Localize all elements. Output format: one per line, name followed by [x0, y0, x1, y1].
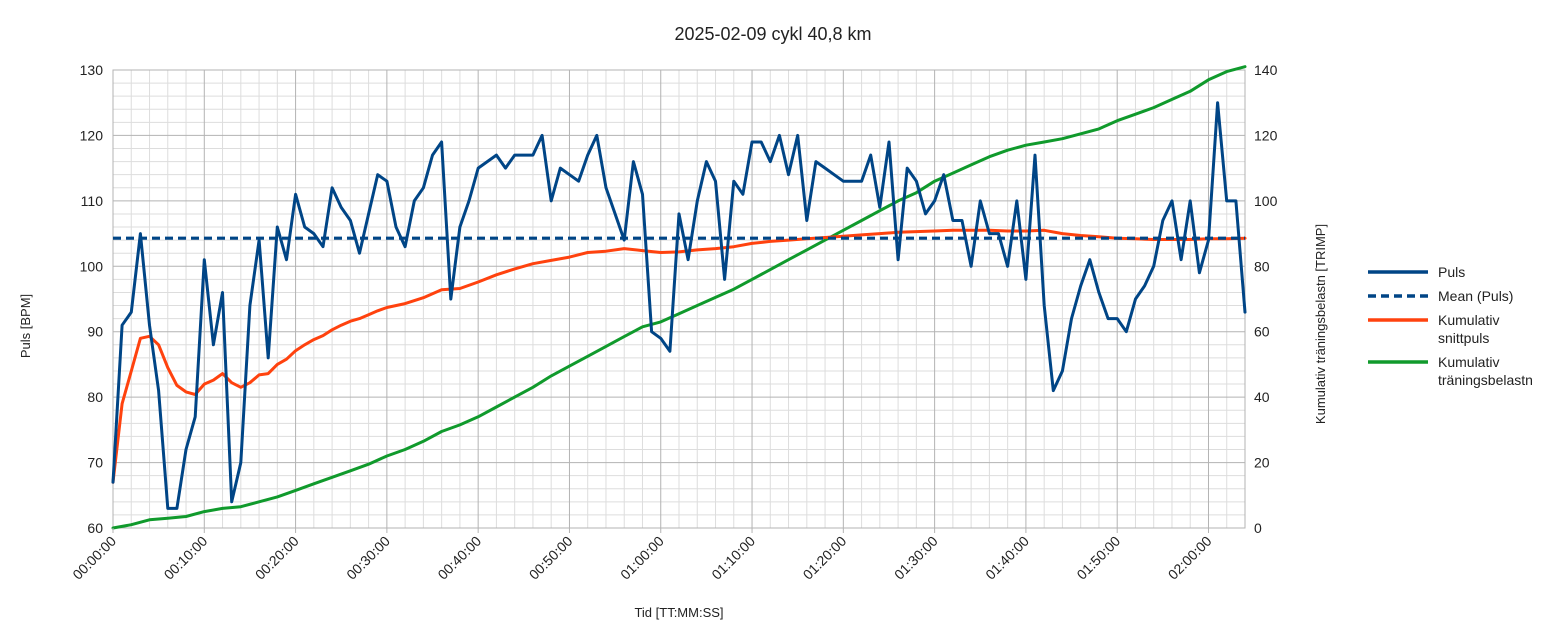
- legend-item: Kumulativ träningsbelastn: [1368, 354, 1533, 388]
- y-right-tick-label: 120: [1254, 127, 1278, 143]
- legend-item: Mean (Puls): [1368, 288, 1513, 304]
- legend-label: Puls: [1438, 264, 1465, 280]
- chart-title: 2025-02-09 cykl 40,8 km: [674, 24, 871, 44]
- series-kumulativ-traningsbelastn-line: [111, 65, 1247, 530]
- legend-item: Kumulativ snittpuls: [1368, 312, 1499, 346]
- minor-gridlines: [113, 70, 1246, 528]
- y-right-tick-label: 60: [1254, 324, 1270, 340]
- y-right-tick-label: 100: [1254, 193, 1278, 209]
- legend-label: Kumulativ snittpuls: [1438, 312, 1499, 346]
- y-right-tick-label: 20: [1254, 455, 1270, 471]
- y-left-tick-label: 70: [87, 455, 103, 471]
- y-right-tick-label: 80: [1254, 258, 1270, 274]
- y-axis-right-title: Kumulativ träningsbelastn [TRIMP]: [1313, 224, 1328, 424]
- y-left-tick-label: 120: [80, 127, 104, 143]
- y-right-tick-label: 40: [1254, 389, 1270, 405]
- series-kumulativ-snittpuls-line: [111, 228, 1247, 484]
- y-axis-left-title: Puls [BPM]: [18, 294, 33, 358]
- y-left-tick-label: 110: [81, 193, 104, 209]
- legend-label: Kumulativ träningsbelastn: [1438, 354, 1533, 388]
- right-y-axis: 0 20 40 60 80 100 120 140: [1254, 62, 1278, 536]
- y-left-tick-label: 90: [87, 324, 103, 340]
- legend: Puls Mean (Puls) Kumulativ snittpuls Kumulat…: [1368, 264, 1533, 388]
- x-axis-title: Tid [TT:MM:SS]: [634, 605, 723, 620]
- legend-item: Puls: [1368, 264, 1465, 280]
- y-left-tick-label: 100: [80, 258, 104, 274]
- left-y-axis: 60 70 80 90 100 110 120 130: [80, 62, 104, 536]
- y-left-tick-label: 80: [87, 389, 103, 405]
- legend-label: Mean (Puls): [1438, 288, 1513, 304]
- series-puls-line: [111, 101, 1247, 510]
- y-right-tick-label: 140: [1254, 62, 1278, 78]
- y-left-tick-label: 60: [87, 520, 103, 536]
- series-layer: [111, 65, 1247, 530]
- y-right-tick-label: 0: [1254, 520, 1262, 536]
- y-left-tick-label: 130: [80, 62, 104, 78]
